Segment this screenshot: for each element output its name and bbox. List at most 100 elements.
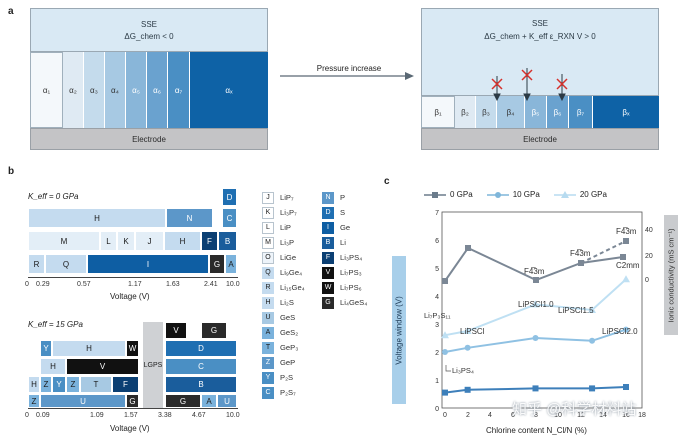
voltage-window-ylabel-band: Voltage window (V)	[392, 256, 406, 404]
chart1-tick: 1.17	[128, 281, 142, 288]
series-point-0-2	[532, 385, 539, 392]
panel-b-label: b	[8, 166, 15, 177]
svg-text:8: 8	[534, 412, 538, 419]
svg-text:10: 10	[554, 412, 562, 419]
bar-C: C	[165, 358, 237, 375]
bar-N: N	[166, 208, 213, 228]
series-point-1-0	[442, 349, 448, 355]
annotation-f43m-1: F4̅3m	[524, 267, 545, 276]
bar-U: U	[40, 394, 126, 408]
bar-B: B	[165, 376, 237, 393]
annotation-f43m-2: F4̅3m	[570, 249, 591, 258]
annotation-lipscl-1.5: LiPSCl1.5	[558, 306, 594, 315]
series-point-1-2	[532, 335, 539, 341]
panel-a-label: a	[8, 6, 14, 17]
chart1-tick: 0.57	[77, 281, 91, 288]
pressure-arrow-label: Pressure increase	[316, 64, 382, 73]
bar-G: G	[209, 254, 225, 274]
bar-R: R	[28, 254, 45, 274]
conductivity-series	[442, 238, 629, 284]
series-point-2-1	[463, 327, 472, 334]
ionic-conductivity-ylabel-band: Ionic conductivity (mS cm⁻¹)	[664, 215, 678, 335]
ionic-conductivity-ylabel: Ionic conductivity (mS cm⁻¹)	[666, 228, 676, 322]
series-point-2-2	[531, 300, 540, 308]
series-point-0-3	[589, 385, 596, 392]
panel-c-plot: F4̅3m F4̅3m F4̅3m C2mm LiPSCl LiPSCl1.0 …	[424, 210, 653, 419]
panel-c-xlabel: Chlorine content N_Cl/N (%)	[486, 426, 587, 435]
bar-F: F	[201, 231, 218, 251]
chart2-tick: 1.09	[90, 412, 104, 419]
pressure-arrow	[280, 72, 414, 80]
series-point-2-3	[588, 306, 597, 313]
svg-text:2: 2	[466, 412, 470, 419]
svg-text:5: 5	[435, 266, 439, 273]
chart1-xlabel: Voltage (V)	[110, 292, 150, 301]
bar-H3: H	[40, 358, 66, 375]
legend-item: F Li₃PS₄	[322, 250, 382, 265]
chart1-axis	[28, 277, 238, 278]
legend-0gpa: 0 GPa	[424, 190, 473, 199]
bar-K: K	[117, 231, 135, 251]
chart2-tick: 1.57	[124, 412, 138, 419]
svg-text:18: 18	[638, 412, 646, 419]
svg-text:0: 0	[645, 277, 649, 284]
phase-alpha-2: α₂	[63, 52, 84, 128]
panel-c-label: c	[384, 176, 390, 187]
chart1-tick: 1.63	[166, 281, 180, 288]
panel-c-legend: 0 GPa 10 GPa 20 GPa	[424, 190, 607, 199]
bar-U2: U	[217, 394, 237, 408]
series-point-2-0	[441, 331, 449, 339]
phase-beta-4: β₄	[497, 96, 525, 128]
legend-item: U GeS	[262, 310, 322, 325]
phase-alpha-6: α₆	[147, 52, 168, 128]
svg-text:14: 14	[599, 412, 607, 419]
chart2-axis	[28, 408, 238, 409]
phase-alpha-5: α₅	[126, 52, 147, 128]
phase-alpha-1: α₁	[30, 52, 63, 128]
chart1-title: K_eff = 0 GPa	[28, 192, 79, 201]
svg-text:3: 3	[435, 322, 439, 329]
svg-text:0: 0	[435, 406, 439, 413]
bar-C: C	[222, 208, 237, 228]
watermark: 知乎 @科学材料站	[512, 401, 637, 418]
legend-item: G Li₄GeS₄	[322, 295, 382, 310]
legend-item: B Li	[322, 235, 382, 250]
svg-text:16: 16	[622, 412, 630, 419]
phase-beta-5: β₅	[525, 96, 547, 128]
legend-10gpa: 10 GPa	[486, 190, 540, 199]
legend-item: R Li₁₅Ge₄	[262, 280, 322, 295]
legend-item: O LiGe	[262, 250, 322, 265]
svg-text:6: 6	[511, 412, 515, 419]
legend-item: L LiP	[262, 220, 322, 235]
bar-Y: Y	[40, 340, 52, 357]
legend-item: K Li₃P₇	[262, 205, 322, 220]
chart2-area: V G Y H W D H V C H Z Y Z T F B Z U G G …	[28, 322, 238, 408]
bar-D: D	[165, 340, 237, 357]
series-point-2-4	[622, 275, 630, 283]
svg-text:4: 4	[435, 294, 439, 301]
chart1-tick: 0	[25, 281, 29, 288]
phase-alpha-4: α₄	[105, 52, 126, 128]
legend-item: H Li₂S	[262, 295, 322, 310]
bar-B: B	[218, 231, 237, 251]
chart2-tick: 10.0	[226, 412, 240, 419]
phase-alpha-x: αₓ	[190, 52, 268, 128]
sse-condition-right: ΔG_chem + K_eff ε_RXN V > 0	[484, 32, 596, 41]
sse-title: SSE	[140, 19, 157, 29]
svg-text:12: 12	[577, 412, 585, 419]
legend-item: T GeP₃	[262, 340, 322, 355]
bar-H2: H	[164, 231, 201, 251]
phase-beta-3: β₃	[476, 96, 497, 128]
legend-20gpa: 20 GPa	[553, 190, 607, 199]
bar-F: F	[112, 376, 139, 393]
legend-item: M Li₃P	[262, 235, 322, 250]
phase-alpha-7: α₇	[168, 52, 190, 128]
chart2-title: K_eff = 15 GPa	[28, 320, 83, 329]
sse-title-right: SSE	[531, 19, 548, 28]
bar-H4: H	[28, 376, 40, 393]
bar-T: T	[80, 376, 112, 393]
svg-text:2: 2	[435, 350, 439, 357]
sse-condition: ΔG_chem < 0	[124, 31, 174, 41]
bar-H: H	[52, 340, 126, 357]
series-point-0-4	[623, 384, 629, 390]
